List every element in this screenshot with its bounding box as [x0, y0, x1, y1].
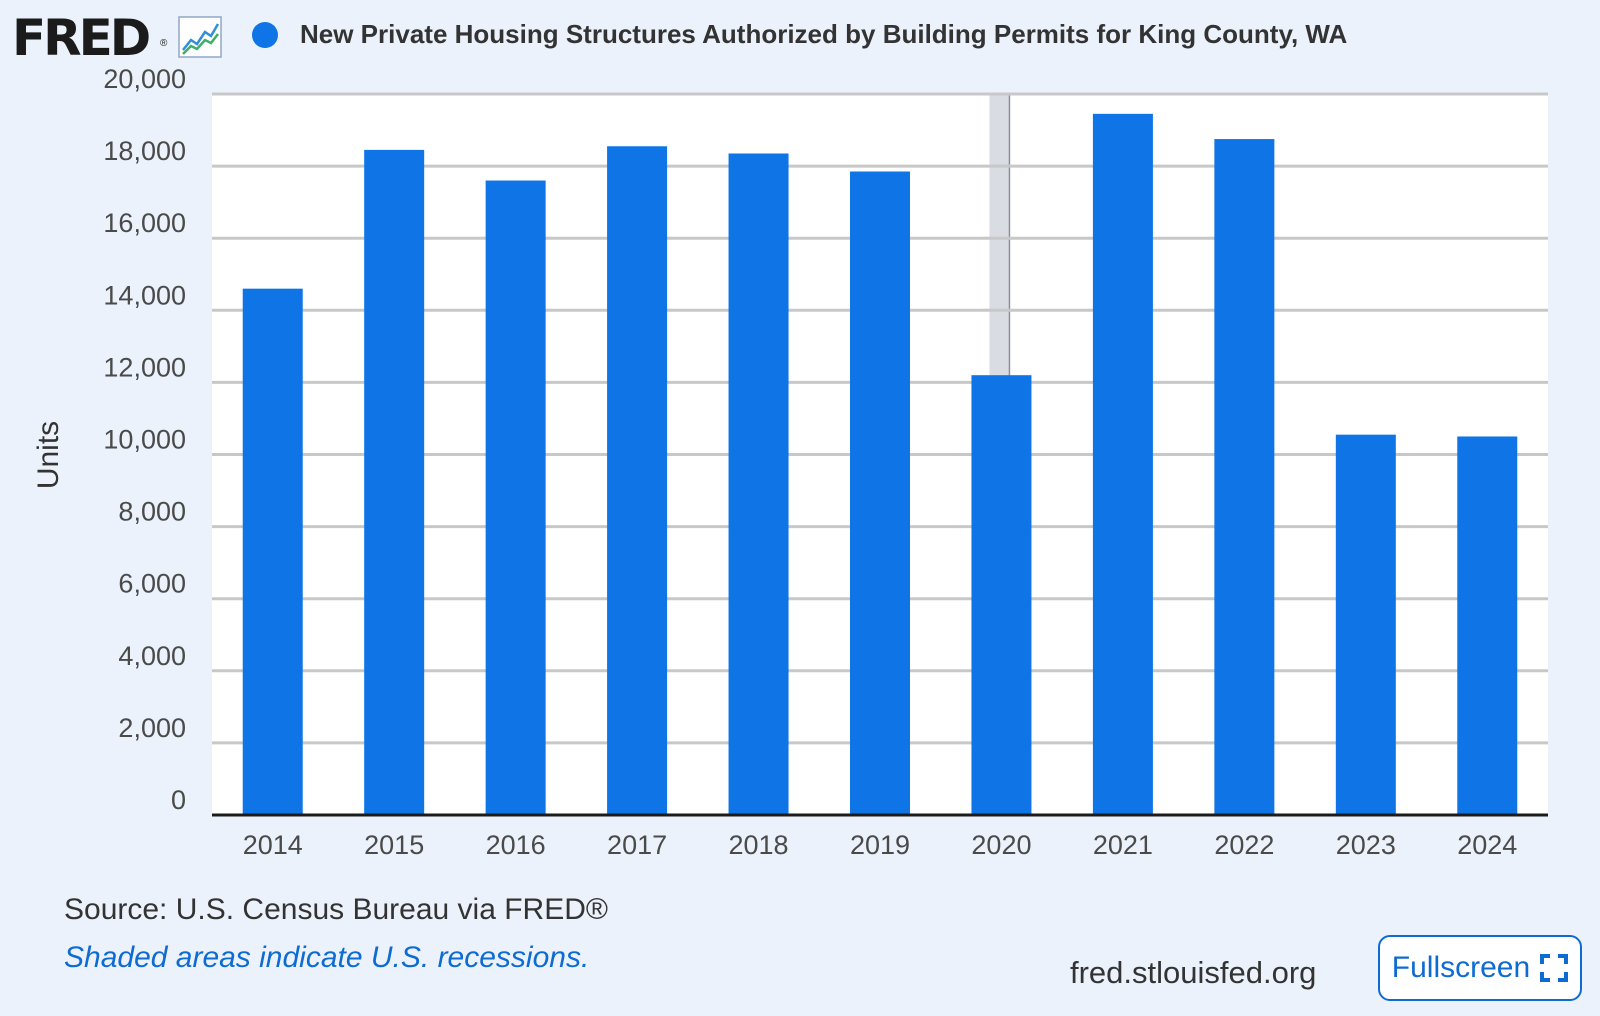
y-tick-label: 8,000: [118, 497, 186, 527]
y-axis-label: Units: [32, 421, 65, 489]
chart-header: FRED ® New Private Housing Structures Au…: [0, 0, 1600, 80]
x-tick-label: 2022: [1214, 830, 1274, 860]
bar-2016[interactable]: [485, 180, 546, 815]
bar-2022[interactable]: [1214, 139, 1275, 815]
y-tick-label: 18,000: [103, 136, 186, 166]
bar-2018[interactable]: [728, 153, 789, 816]
chart-title: New Private Housing Structures Authorize…: [300, 19, 1348, 49]
y-tick-label: 20,000: [103, 64, 186, 94]
x-tick-label: 2019: [850, 830, 910, 860]
bar-2021[interactable]: [1092, 113, 1153, 815]
x-tick-label: 2023: [1336, 830, 1396, 860]
x-tick-label: 2018: [729, 830, 789, 860]
y-tick-label: 0: [171, 785, 186, 815]
bar-2023[interactable]: [1335, 434, 1396, 815]
fullscreen-label: Fullscreen: [1391, 951, 1531, 984]
x-tick-label: 2014: [243, 830, 303, 860]
bar-2017[interactable]: [607, 146, 668, 815]
fred-logo[interactable]: FRED: [12, 9, 151, 67]
expand-icon: [1540, 954, 1569, 982]
x-tick-label: 2021: [1093, 830, 1153, 860]
recession-note: Shaded areas indicate U.S. recessions.: [64, 941, 590, 974]
y-tick-label: 10,000: [103, 425, 186, 455]
x-tick-label: 2024: [1457, 830, 1517, 860]
x-tick-label: 2020: [971, 830, 1031, 860]
source-note: Source: U.S. Census Bureau via FRED®: [64, 893, 608, 926]
bar-2024[interactable]: [1457, 436, 1518, 815]
line-chart-icon: [178, 16, 222, 58]
bar-2014[interactable]: [242, 288, 303, 815]
bar-2015[interactable]: [364, 149, 425, 815]
x-tick-label: 2016: [486, 830, 546, 860]
y-tick-label: 6,000: [118, 569, 186, 599]
y-tick-label: 12,000: [103, 352, 186, 382]
y-tick-label: 16,000: [103, 208, 186, 238]
series-legend-marker: [252, 22, 278, 48]
x-tick-label: 2015: [364, 830, 424, 860]
bar-2019[interactable]: [850, 171, 910, 815]
bar-chart: 0 2,000 4,000 6,000 8,000 10,000 12,000 14,000 1…: [32, 64, 1548, 860]
x-tick-label: 2017: [607, 830, 667, 860]
registered-mark: ®: [160, 38, 168, 49]
y-tick-label: 2,000: [118, 713, 186, 743]
bar-2020[interactable]: [971, 375, 1032, 815]
y-tick-label: 14,000: [103, 280, 186, 310]
site-url[interactable]: fred.stlouisfed.org: [1070, 955, 1317, 990]
fullscreen-button[interactable]: Fullscreen: [1378, 935, 1582, 1001]
y-tick-label: 4,000: [118, 641, 186, 671]
